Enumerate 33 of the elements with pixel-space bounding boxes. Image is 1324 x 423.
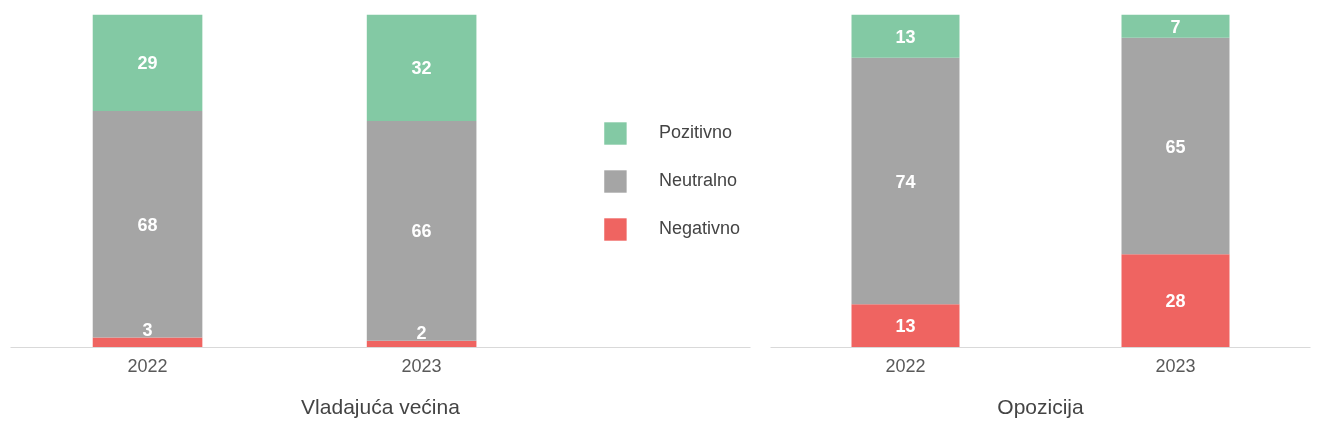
data-label: 65	[1165, 136, 1186, 157]
bar	[366, 121, 477, 341]
x-tick-label: 2023	[1155, 355, 1196, 376]
data-label: 13	[895, 26, 916, 47]
bar	[92, 337, 203, 348]
data-label: 13	[895, 316, 916, 337]
data-label: 3	[142, 319, 153, 340]
x-axis-title: Vladajuća većina	[301, 394, 461, 418]
data-label: 74	[895, 171, 916, 192]
legend-label: Negativno	[658, 218, 740, 239]
legend-label: Pozitivno	[658, 122, 732, 143]
bar	[366, 340, 477, 348]
bar	[851, 57, 960, 305]
bar	[1121, 254, 1230, 348]
x-tick-label: 2022	[127, 355, 168, 376]
bar	[92, 14, 203, 112]
data-label: 68	[137, 214, 158, 235]
bar	[851, 14, 960, 58]
data-label: 66	[411, 221, 432, 242]
x-axis-title: Opozicija	[997, 394, 1085, 418]
data-label: 7	[1170, 16, 1181, 37]
data-label: 2	[416, 322, 427, 343]
bar	[366, 14, 477, 122]
data-label: 32	[411, 58, 432, 79]
bar	[851, 304, 960, 348]
legend-label: Neutralno	[658, 170, 737, 191]
data-label: 29	[137, 53, 158, 74]
x-tick-label: 2023	[401, 355, 442, 376]
bar	[1121, 37, 1230, 255]
x-tick-label: 2022	[885, 355, 926, 376]
bar	[1121, 14, 1230, 38]
bar	[92, 111, 203, 338]
data-label: 28	[1165, 291, 1186, 312]
